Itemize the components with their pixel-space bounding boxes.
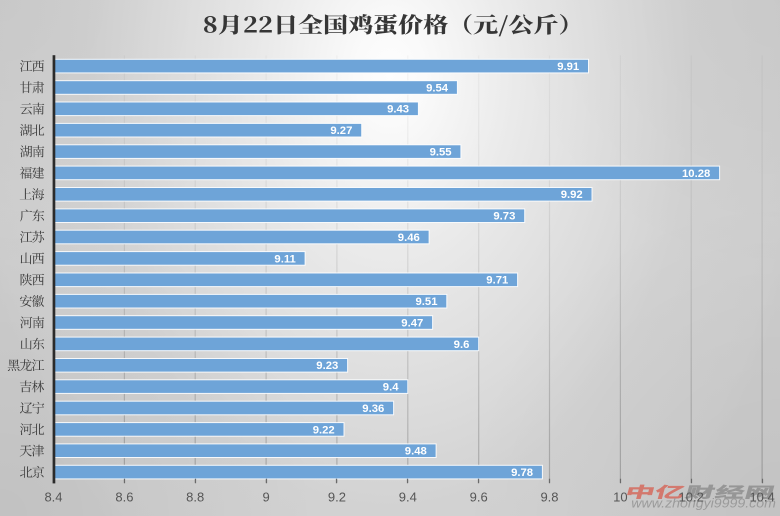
- svg-text:10.4: 10.4: [749, 490, 774, 505]
- svg-text:9.27: 9.27: [330, 125, 352, 137]
- svg-text:10: 10: [613, 490, 627, 505]
- svg-text:9.54: 9.54: [426, 82, 449, 94]
- svg-text:9.46: 9.46: [398, 232, 420, 244]
- svg-text:9.51: 9.51: [416, 296, 438, 308]
- svg-text:9.73: 9.73: [493, 211, 515, 223]
- svg-text:9.92: 9.92: [561, 189, 583, 201]
- svg-text:9: 9: [262, 490, 269, 505]
- svg-text:10.28: 10.28: [682, 168, 710, 180]
- svg-text:9.4: 9.4: [383, 382, 399, 394]
- svg-text:9.2: 9.2: [328, 490, 346, 505]
- svg-text:9.36: 9.36: [362, 403, 384, 415]
- svg-text:9.11: 9.11: [274, 253, 295, 265]
- svg-text:9.48: 9.48: [405, 446, 427, 458]
- svg-text:9.23: 9.23: [316, 360, 338, 372]
- svg-text:9.6: 9.6: [454, 339, 470, 351]
- svg-text:www.zhongyi9999.com: www.zhongyi9999.com: [631, 495, 776, 510]
- svg-text:9.22: 9.22: [313, 424, 335, 436]
- svg-text:10.2: 10.2: [679, 490, 704, 505]
- svg-text:9.43: 9.43: [387, 104, 409, 116]
- svg-text:9.71: 9.71: [486, 275, 508, 287]
- svg-text:9.55: 9.55: [430, 147, 452, 159]
- svg-text:9.47: 9.47: [401, 317, 423, 329]
- svg-text:9.4: 9.4: [399, 490, 417, 505]
- svg-text:9.78: 9.78: [511, 467, 533, 479]
- svg-text:9.91: 9.91: [557, 61, 579, 73]
- svg-text:8.4: 8.4: [44, 490, 62, 505]
- svg-text:8.6: 8.6: [115, 490, 133, 505]
- svg-text:8.8: 8.8: [186, 490, 204, 505]
- svg-text:9.8: 9.8: [540, 490, 558, 505]
- svg-text:9.6: 9.6: [470, 490, 488, 505]
